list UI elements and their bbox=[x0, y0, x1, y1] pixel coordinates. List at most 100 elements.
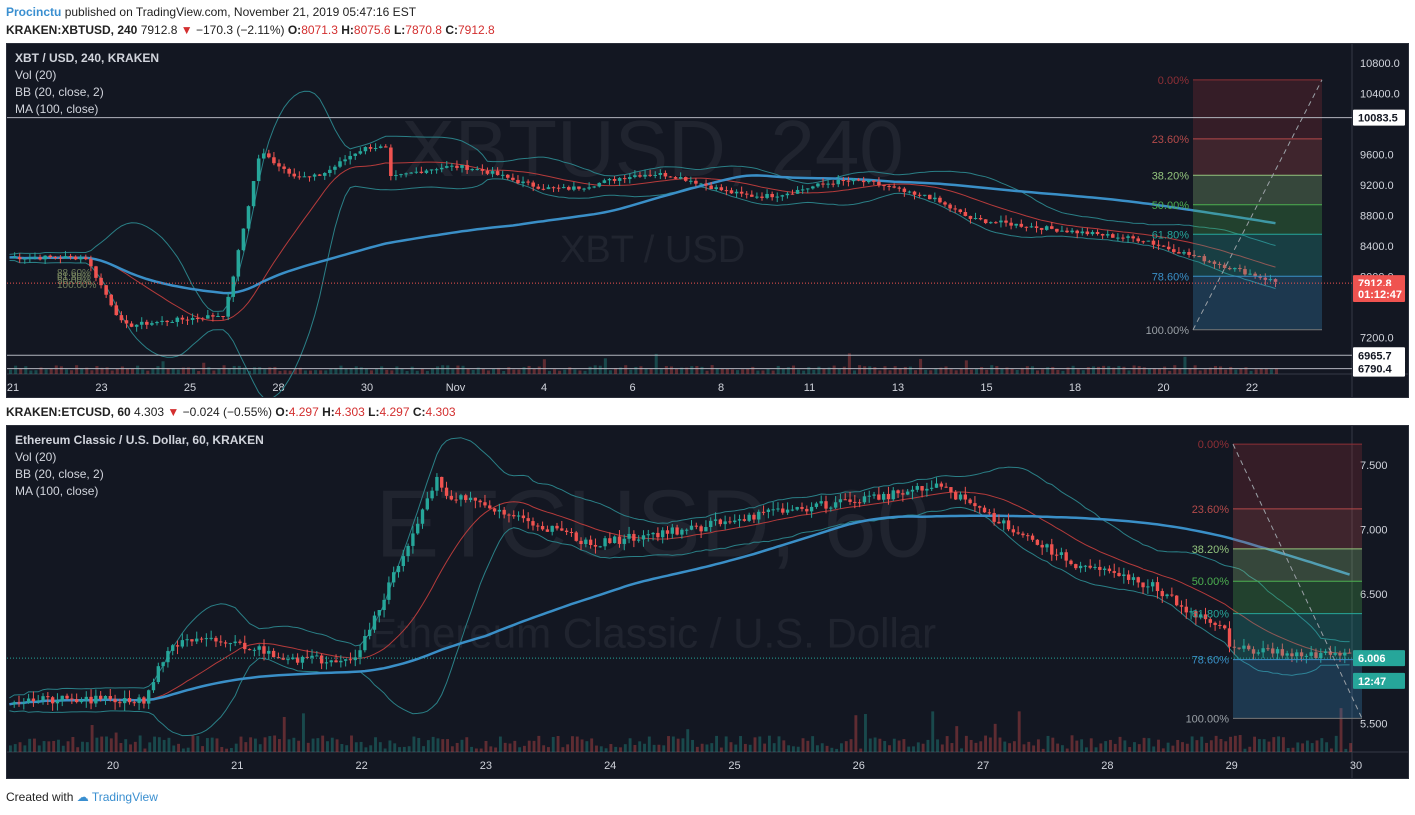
candle-body bbox=[785, 193, 790, 196]
candle-body bbox=[982, 507, 987, 513]
candle-body bbox=[1085, 231, 1090, 235]
candle-body bbox=[612, 536, 617, 544]
volume-bar bbox=[100, 367, 104, 374]
candle-body bbox=[988, 222, 993, 224]
fib-trend-line bbox=[1232, 443, 1363, 719]
candle-body bbox=[1098, 566, 1102, 570]
candle-body bbox=[103, 695, 108, 700]
fib-ghost-label: 88.60% bbox=[57, 268, 91, 279]
volume-bar bbox=[162, 739, 166, 752]
volume-bar bbox=[561, 747, 565, 752]
etc-legend-vol[interactable]: Vol (20) bbox=[15, 450, 57, 464]
volume-bar bbox=[671, 736, 675, 752]
candle-body bbox=[257, 646, 261, 650]
xbt-legend-vol[interactable]: Vol (20) bbox=[15, 68, 57, 82]
etc-chart-panel[interactable]: Ethereum Classic / U.S. Dollar, 60, KRAK… bbox=[6, 425, 1409, 779]
author-link[interactable]: Procinctu bbox=[6, 5, 62, 19]
candle-body bbox=[175, 645, 180, 647]
xbt-legend-bb[interactable]: BB (20, close, 2) bbox=[15, 85, 104, 99]
xbt-legend-ma[interactable]: MA (100, close) bbox=[15, 102, 99, 116]
xbt-chart-panel[interactable]: XBT / USD, 240, KRAKEN Vol (20) BB (20, … bbox=[6, 43, 1409, 398]
candle-body bbox=[216, 316, 220, 318]
volume-bar bbox=[405, 370, 409, 374]
candle-body bbox=[550, 525, 554, 532]
volume-bar bbox=[425, 370, 429, 374]
candle-body bbox=[922, 194, 927, 196]
candle-body bbox=[776, 508, 780, 510]
volume-bar bbox=[585, 741, 589, 752]
candle-body bbox=[836, 180, 841, 185]
candle-body bbox=[551, 187, 556, 189]
candle-body bbox=[920, 486, 924, 491]
candle-body bbox=[588, 539, 593, 546]
etc-chart-svg[interactable]: ETCUSD, 60 Ethereum Classic / U.S. Dollar… bbox=[7, 426, 1408, 778]
candle-body bbox=[633, 175, 637, 178]
volume-bar bbox=[402, 746, 406, 752]
volume-bar bbox=[532, 740, 536, 752]
candle-body bbox=[819, 501, 823, 504]
candle-body bbox=[867, 495, 871, 497]
tradingview-link[interactable]: TradingView bbox=[91, 790, 158, 804]
volume-bar bbox=[654, 353, 658, 374]
volume-bar bbox=[1254, 369, 1258, 374]
candle-body bbox=[94, 695, 98, 704]
volume-bar bbox=[1065, 748, 1069, 752]
volume-bar bbox=[282, 716, 286, 752]
candle-body bbox=[485, 170, 490, 174]
volume-bar bbox=[566, 744, 570, 752]
volume-bar bbox=[1208, 367, 1212, 374]
candle-body bbox=[147, 690, 151, 704]
volume-bar bbox=[1118, 736, 1122, 752]
tradingview-logo-icon: ☁ bbox=[76, 790, 89, 804]
volume-bar bbox=[590, 738, 594, 752]
x-tick-label: 15 bbox=[980, 382, 992, 394]
etc-legend-ma[interactable]: MA (100, close) bbox=[15, 484, 99, 498]
volume-bar bbox=[527, 740, 531, 752]
candle-body bbox=[561, 187, 566, 189]
candle-body bbox=[1261, 648, 1265, 653]
volume-bar bbox=[1056, 369, 1060, 374]
volume-bar bbox=[1071, 365, 1075, 374]
candle-body bbox=[907, 191, 912, 193]
candle-body bbox=[1088, 565, 1092, 568]
x-tick-label: 23 bbox=[480, 760, 492, 772]
volume-bar bbox=[1099, 743, 1103, 752]
candle-body bbox=[22, 702, 26, 704]
fib-level-label: 38.20% bbox=[1152, 170, 1190, 182]
volume-bar bbox=[129, 744, 132, 752]
volume-bar bbox=[847, 353, 851, 374]
volume-bar bbox=[984, 735, 988, 752]
volume-bar bbox=[136, 365, 140, 374]
candle-body bbox=[857, 502, 862, 504]
candle-body bbox=[1100, 233, 1105, 236]
y-tick-label: 8800.0 bbox=[1360, 210, 1394, 222]
etc-legend-bb[interactable]: BB (20, close, 2) bbox=[15, 467, 104, 481]
volume-bar bbox=[466, 368, 470, 374]
volume-bar bbox=[822, 368, 826, 374]
candle-body bbox=[689, 180, 693, 182]
candle-body bbox=[651, 532, 655, 535]
candle-body bbox=[1299, 652, 1304, 657]
candle-body bbox=[118, 702, 122, 704]
candle-body bbox=[617, 178, 622, 181]
candle-body bbox=[689, 525, 694, 530]
xbt-low: 7870.8 bbox=[405, 23, 442, 37]
volume-bar bbox=[70, 370, 74, 374]
candle-body bbox=[1039, 227, 1044, 230]
candle-body bbox=[765, 193, 769, 198]
candle-body bbox=[1266, 648, 1270, 650]
candle-body bbox=[841, 180, 846, 182]
candle-body bbox=[1314, 652, 1318, 659]
candle-body bbox=[861, 180, 866, 183]
price-tag-label: 6965.7 bbox=[1358, 350, 1392, 362]
volume-bar bbox=[1233, 735, 1237, 752]
fib-level-label: 100.00% bbox=[1146, 325, 1190, 337]
etc-legend-title: Ethereum Classic / U.S. Dollar, 60, KRAK… bbox=[15, 433, 264, 447]
volume-bar bbox=[892, 738, 896, 752]
volume-bar bbox=[456, 365, 460, 374]
volume-bar bbox=[95, 366, 99, 374]
volume-bar bbox=[388, 740, 392, 752]
volume-bar bbox=[253, 367, 257, 374]
volume-bar bbox=[186, 747, 190, 752]
